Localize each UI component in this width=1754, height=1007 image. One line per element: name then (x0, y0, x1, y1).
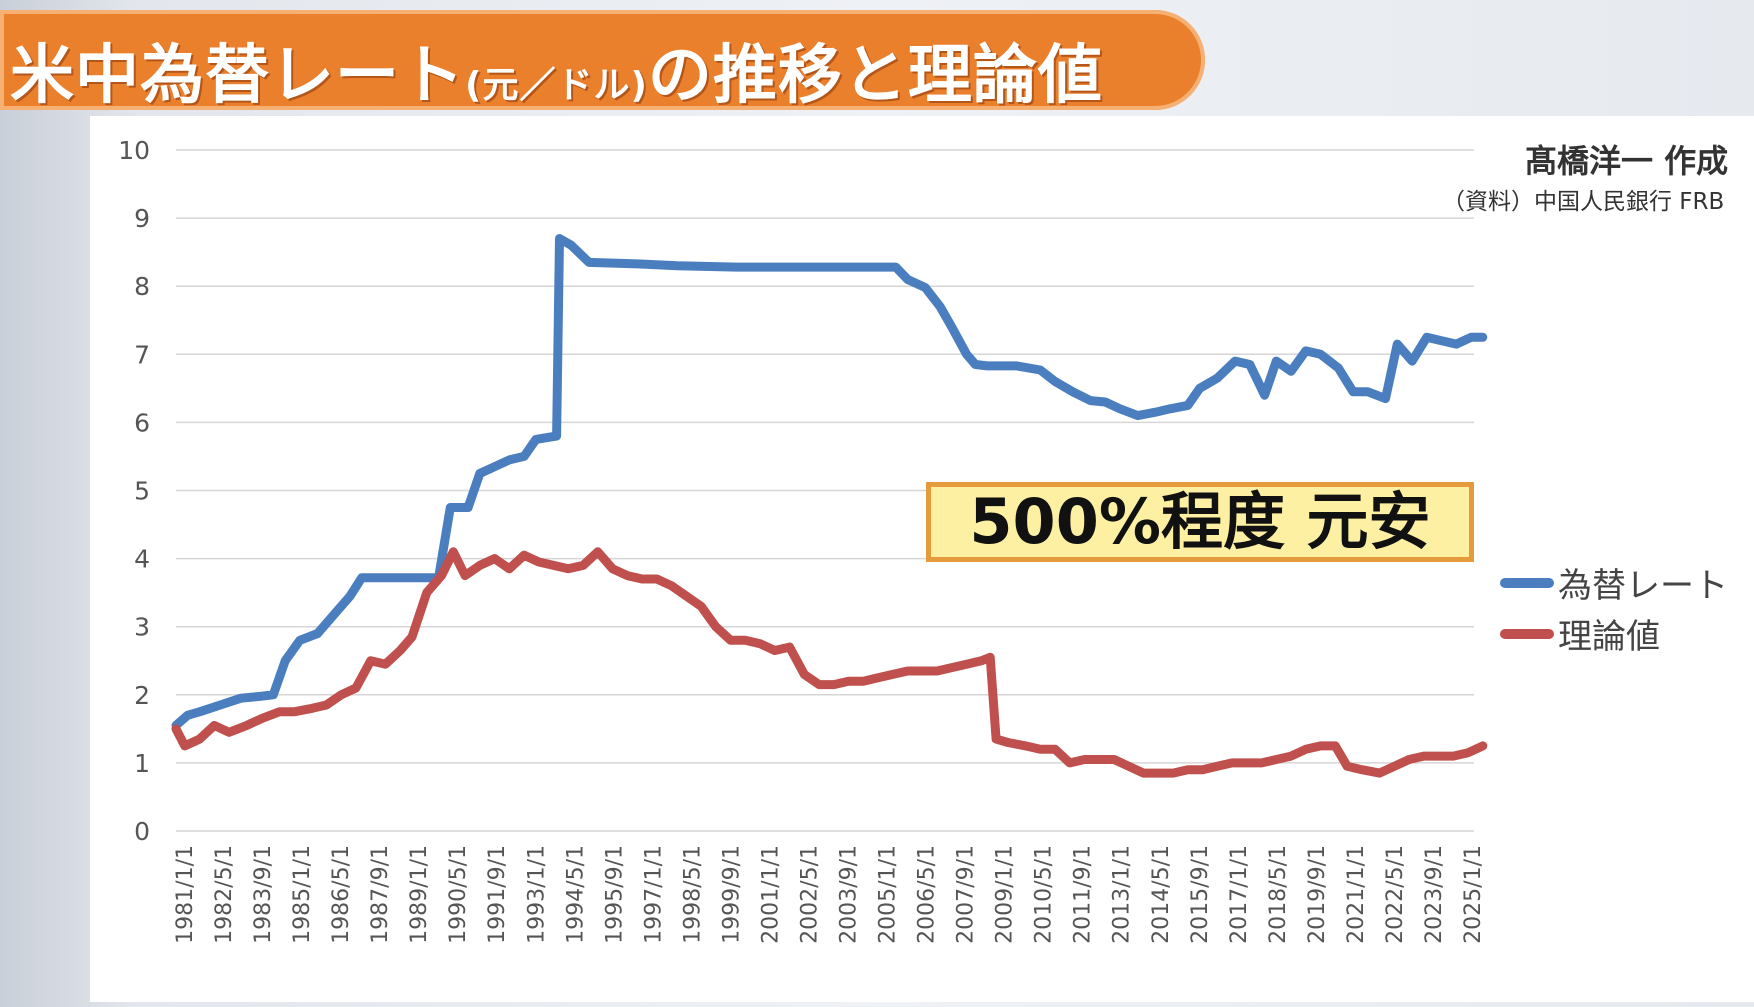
y-tick-label: 7 (134, 340, 150, 369)
x-tick-label: 1999/9/1 (719, 845, 744, 944)
x-tick-label: 1987/9/1 (368, 845, 393, 944)
page-title: 米中為替レート(元／ドル)の推移と理論値 (10, 24, 1103, 116)
x-tick-label: 1994/5/1 (563, 845, 588, 944)
y-tick-label: 1 (134, 749, 150, 778)
y-tick-label: 6 (134, 408, 150, 437)
y-tick-label: 10 (118, 136, 150, 165)
x-tick-label: 1983/9/1 (251, 845, 276, 944)
legend-swatch-theoretical (1500, 628, 1554, 639)
legend-item-exchange-rate: 為替レート (1500, 558, 1728, 607)
x-tick-label: 2005/1/1 (876, 845, 901, 944)
title-banner: 米中為替レート(元／ドル)の推移と理論値 (0, 10, 1205, 113)
annotation-box: 500%程度 元安 (926, 482, 1474, 562)
x-tick-label: 2015/9/1 (1188, 845, 1213, 944)
x-tick-label: 2011/9/1 (1071, 845, 1096, 944)
y-axis-ticks: 0 1 2 3 4 5 6 7 8 9 10 (118, 136, 150, 846)
x-tick-label: 1993/1/1 (524, 845, 549, 944)
grid-lines (176, 149, 1474, 832)
x-tick-label: 1981/1/1 (173, 845, 198, 944)
x-tick-label: 2014/5/1 (1149, 845, 1174, 944)
x-tick-label: 2025/1/1 (1461, 845, 1486, 944)
chart-author-credit: 髙橋洋一 作成 (1525, 142, 1729, 180)
x-tick-label: 1985/1/1 (290, 845, 315, 944)
x-tick-label: 2018/5/1 (1266, 845, 1291, 944)
x-tick-label: 1997/1/1 (641, 845, 666, 944)
x-tick-label: 2007/9/1 (954, 845, 979, 944)
y-tick-label: 9 (134, 204, 150, 233)
y-tick-label: 2 (134, 681, 150, 710)
x-tick-label: 2019/9/1 (1305, 845, 1330, 944)
legend-item-theoretical: 理論値 (1500, 609, 1660, 658)
title-main-text: 米中為替レート (10, 39, 465, 113)
x-tick-label: 2013/1/1 (1110, 845, 1135, 944)
title-rest-text: の推移と理論値 (647, 39, 1103, 113)
x-tick-label: 1995/9/1 (602, 845, 627, 944)
x-tick-label: 2010/5/1 (1032, 845, 1057, 944)
chart-source-credit: （資料）中国人民銀行 FRB (1442, 189, 1725, 215)
x-tick-label: 2006/5/1 (915, 845, 940, 944)
legend-swatch-exchange-rate (1500, 577, 1554, 588)
series-line-theoretical (171, 547, 1488, 778)
legend-label-theoretical: 理論値 (1558, 617, 1660, 657)
y-tick-label: 3 (134, 613, 150, 642)
x-tick-label: 2023/9/1 (1422, 845, 1447, 944)
series-lines (171, 234, 1488, 778)
x-tick-label: 1986/5/1 (329, 845, 354, 944)
legend-label-exchange-rate: 為替レート (1558, 566, 1728, 606)
x-tick-label: 1990/5/1 (446, 845, 471, 944)
x-tick-label: 1998/5/1 (680, 845, 705, 944)
y-tick-label: 8 (134, 272, 150, 301)
x-tick-label: 1982/5/1 (212, 845, 237, 944)
y-tick-label: 0 (134, 817, 150, 846)
x-tick-label: 2001/1/1 (758, 845, 783, 944)
x-axis-ticks: 1981/1/1 1982/5/1 1983/9/1 1985/1/1 1986/5/1… (173, 845, 1486, 944)
x-tick-label: 1991/9/1 (485, 845, 510, 944)
x-tick-label: 2003/9/1 (837, 845, 862, 944)
x-tick-label: 2009/1/1 (993, 845, 1018, 944)
x-tick-label: 2021/1/1 (1344, 845, 1369, 944)
series-line-exchange-rate (171, 234, 1488, 730)
x-tick-label: 2022/5/1 (1383, 845, 1408, 944)
y-tick-label: 4 (134, 545, 150, 574)
x-tick-label: 1989/1/1 (407, 845, 432, 944)
x-tick-label: 2002/5/1 (797, 845, 822, 944)
y-tick-label: 5 (134, 477, 150, 506)
x-tick-label: 2017/1/1 (1227, 845, 1252, 944)
title-paren-text: (元／ドル) (465, 65, 648, 106)
